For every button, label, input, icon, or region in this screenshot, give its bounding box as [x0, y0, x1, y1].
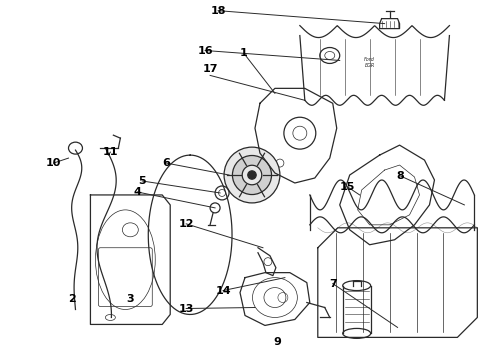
Text: 11: 11 [102, 147, 118, 157]
Ellipse shape [343, 280, 370, 291]
Text: 7: 7 [329, 279, 337, 289]
Ellipse shape [248, 171, 256, 179]
Ellipse shape [343, 328, 370, 338]
Text: 15: 15 [340, 182, 355, 192]
Text: 5: 5 [139, 176, 146, 186]
Text: 1: 1 [240, 49, 248, 58]
Text: 13: 13 [178, 303, 194, 314]
Text: 3: 3 [126, 293, 134, 303]
Text: 4: 4 [133, 187, 141, 197]
Ellipse shape [224, 147, 280, 203]
Ellipse shape [232, 156, 271, 194]
Text: 10: 10 [46, 158, 61, 168]
Text: 18: 18 [210, 6, 226, 15]
Text: 6: 6 [162, 158, 170, 168]
Text: 9: 9 [273, 337, 281, 347]
Text: 12: 12 [178, 219, 194, 229]
Text: 17: 17 [202, 64, 218, 75]
Text: 14: 14 [215, 285, 231, 296]
Text: 16: 16 [197, 45, 213, 55]
Text: 8: 8 [397, 171, 404, 181]
Ellipse shape [242, 165, 262, 185]
Text: Ford
EGR: Ford EGR [364, 57, 375, 68]
Text: 2: 2 [69, 293, 76, 303]
